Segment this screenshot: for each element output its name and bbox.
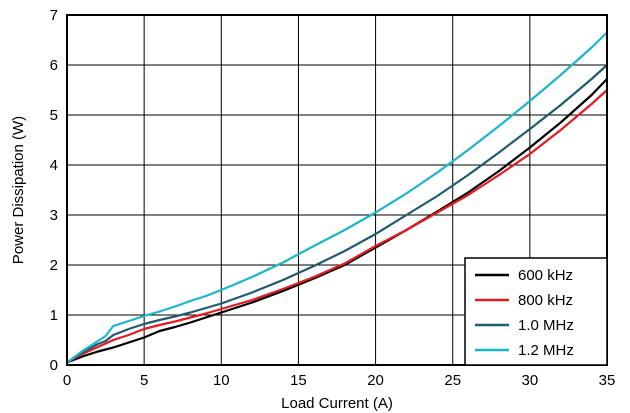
x-axis-title: Load Current (A)	[281, 395, 393, 412]
series-line-1	[66, 89, 608, 364]
y-tick-label: 6	[50, 57, 58, 74]
y-tick-label: 7	[50, 7, 58, 24]
y-tick-label: 3	[50, 207, 58, 224]
x-tick-label: 30	[522, 372, 539, 389]
x-tick-label: 5	[140, 372, 148, 389]
grid	[66, 14, 608, 366]
x-tick-label: 25	[444, 372, 461, 389]
x-tick-label: 0	[63, 372, 71, 389]
x-tick-label: 35	[599, 372, 616, 389]
series-lines	[66, 31, 608, 364]
series-line-3	[66, 31, 608, 364]
series-line-0	[66, 78, 608, 364]
legend-label: 1.0 MHz	[518, 317, 574, 334]
legend: 600 kHz 800 kHz 1.0 MHz 1.2 MHz	[464, 257, 608, 366]
y-tick-label: 5	[50, 107, 58, 124]
y-tick-label: 0	[50, 357, 58, 374]
plot-frame	[66, 14, 608, 366]
y-tick-label: 1	[50, 307, 58, 324]
x-tick-label: 20	[367, 372, 384, 389]
legend-label: 1.2 MHz	[518, 342, 574, 359]
tick-labels: 0 5 10 15 20 25 30 35 0 1 2 3 4 5 6 7	[50, 7, 616, 389]
legend-label: 600 kHz	[518, 267, 573, 284]
y-axis-title: Power Dissipation (W)	[10, 116, 27, 264]
series-line-2	[66, 64, 608, 364]
y-tick-label: 2	[50, 257, 58, 274]
x-tick-label: 15	[290, 372, 307, 389]
x-tick-label: 10	[213, 372, 230, 389]
y-tick-label: 4	[50, 157, 58, 174]
legend-label: 800 kHz	[518, 292, 573, 309]
